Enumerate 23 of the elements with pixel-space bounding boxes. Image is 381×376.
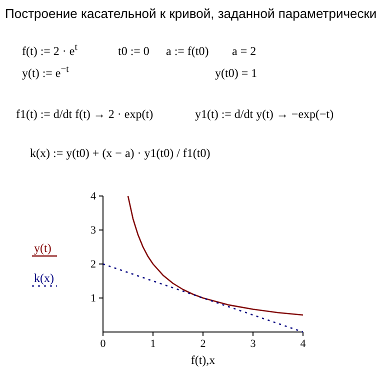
text: k(x) [34, 271, 54, 285]
x-tick-label: 3 [250, 338, 256, 350]
text: k(x) := y(t0) + (x − a) · y1(t0) / f1(t0) [30, 146, 210, 160]
text: y(t0) = 1 [215, 66, 258, 80]
text: y(t) [34, 241, 52, 255]
x-tick-label: 2 [200, 338, 206, 350]
x-tick-label: 4 [300, 338, 306, 350]
y-tick-label: 2 [90, 258, 96, 271]
text: t0 := 0 [118, 44, 150, 58]
chart-title: Построение касательной к кривой, заданной параметрически [5, 6, 377, 21]
y-tick-label: 3 [90, 224, 96, 237]
text: a = 2 [232, 44, 256, 58]
text: y(t) := e$^{−t}$ [22, 64, 70, 80]
text: a := f(t0) [166, 44, 209, 58]
text: f(t) := 2 · e$^{t}$ [22, 42, 78, 58]
y-tick-label: 4 [90, 190, 96, 203]
x-axis-title: f(t),x [190, 353, 216, 367]
text: y1(t) := d/dt y(t) → −exp(−t) [195, 107, 334, 121]
y-tick-label: 1 [90, 292, 96, 305]
line-series [127, 195, 304, 316]
x-tick-label: 0 [100, 338, 106, 350]
x-tick-label: 1 [150, 338, 156, 350]
text: f1(t) := d/dt f(t) → 2 · exp(t) [16, 107, 154, 121]
